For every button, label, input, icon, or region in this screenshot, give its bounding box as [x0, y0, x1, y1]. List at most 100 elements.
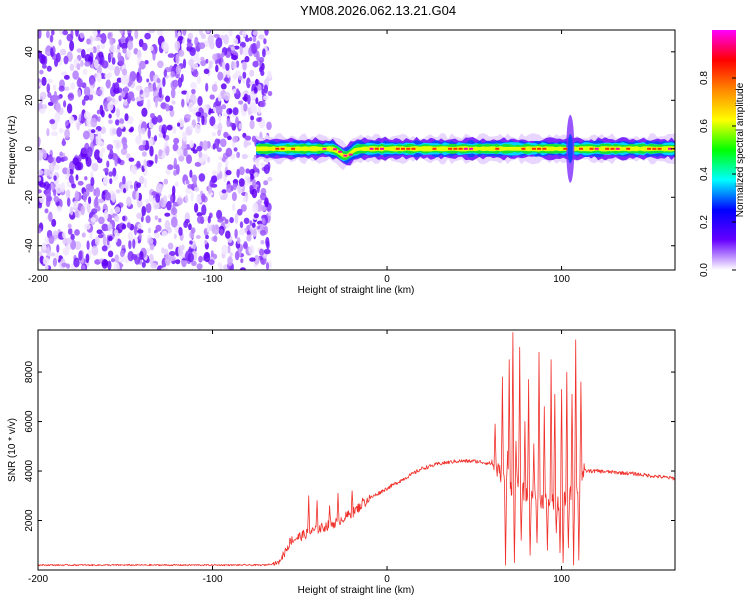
noise-speckle — [261, 88, 265, 96]
noise-speckle — [38, 227, 42, 234]
noise-speckle — [230, 185, 234, 192]
noise-speckle — [50, 131, 58, 137]
noise-speckle — [164, 254, 171, 266]
noise-speckle — [243, 90, 249, 96]
noise-speckle — [61, 262, 68, 268]
noise-speckle — [88, 75, 95, 85]
noise-speckle — [72, 200, 79, 210]
spectrogram-frame — [37, 29, 676, 271]
noise-speckle — [82, 191, 87, 203]
noise-speckle — [173, 157, 177, 169]
noise-speckle — [55, 156, 62, 164]
noise-speckle — [215, 105, 223, 115]
colorbar-tick-label: 0.0 — [699, 263, 710, 277]
colorbar-tick-label: 0.6 — [699, 119, 710, 133]
noise-speckle — [99, 54, 103, 66]
noise-speckle — [162, 77, 166, 87]
noise-speckle — [236, 151, 241, 159]
noise-speckle — [244, 135, 252, 140]
noise-speckle — [145, 202, 152, 214]
noise-speckle — [142, 42, 148, 51]
noise-speckle — [86, 38, 91, 45]
noise-speckle — [63, 55, 69, 65]
noise-speckle — [108, 119, 113, 125]
noise-speckle — [178, 226, 183, 236]
snr-x-ticks: -200 -100 0 100 — [28, 330, 570, 585]
noise-speckle — [133, 225, 138, 236]
noise-speckle — [145, 215, 151, 224]
noise-speckle — [127, 231, 134, 241]
noise-speckle — [76, 63, 81, 71]
noise-speckle — [96, 229, 103, 235]
noise-speckle — [240, 102, 244, 113]
noise-speckle — [239, 267, 246, 270]
noise-speckle — [221, 104, 227, 110]
noise-speckle — [38, 251, 43, 257]
noise-speckle — [232, 107, 239, 116]
colorbar-label: Normalized spectral amplitude — [735, 82, 746, 217]
noise-speckle — [123, 187, 127, 194]
noise-speckle — [222, 112, 228, 117]
noise-speckle — [228, 30, 233, 37]
spectrogram-y-tick-label: -20 — [24, 190, 35, 205]
noise-speckle — [114, 233, 118, 243]
noise-speckle — [44, 51, 52, 56]
noise-speckle — [46, 128, 50, 137]
noise-speckle — [42, 150, 47, 160]
noise-speckle — [187, 32, 194, 40]
noise-speckle — [48, 235, 55, 245]
noise-speckle — [107, 223, 113, 232]
noise-speckle — [197, 215, 203, 224]
noise-speckle — [178, 35, 184, 41]
noise-speckle — [38, 189, 42, 194]
noise-speckle — [38, 30, 42, 39]
noise-speckle — [74, 241, 82, 250]
noise-speckle — [211, 84, 218, 92]
noise-speckle — [67, 228, 73, 235]
noise-speckle — [83, 223, 91, 230]
noise-speckle — [211, 132, 216, 137]
noise-speckle — [209, 116, 216, 127]
noise-speckle — [206, 223, 210, 233]
noise-speckle — [252, 60, 259, 68]
noise-speckle — [263, 95, 269, 101]
noise-speckle — [84, 53, 91, 63]
noise-speckle — [170, 194, 174, 204]
noise-speckle — [234, 228, 238, 239]
noise-speckle — [143, 177, 147, 189]
noise-speckle — [160, 197, 164, 207]
noise-speckle — [94, 135, 102, 146]
noise-speckle — [164, 212, 171, 217]
noise-speckle — [165, 103, 170, 112]
noise-speckle — [177, 122, 181, 127]
noise-speckle — [47, 101, 54, 107]
noise-speckle — [108, 171, 114, 177]
noise-speckle — [154, 154, 158, 164]
noise-speckle — [114, 82, 120, 91]
noise-speckle — [235, 88, 240, 95]
noise-speckle — [52, 84, 57, 91]
noise-speckle — [62, 138, 66, 147]
noise-speckle — [115, 107, 120, 118]
noise-speckle — [59, 48, 67, 56]
noise-speckle — [39, 182, 47, 188]
noise-speckle — [97, 116, 101, 123]
noise-speckle — [56, 206, 63, 212]
noise-speckle — [109, 44, 117, 53]
snr-y-ticks: 2000 4000 6000 8000 — [24, 361, 675, 532]
noise-speckle — [91, 245, 99, 256]
noise-speckle — [180, 73, 184, 83]
noise-speckle — [257, 199, 263, 205]
noise-speckle — [263, 248, 271, 255]
noise-speckle — [148, 253, 154, 265]
noise-speckle — [101, 190, 106, 202]
noise-speckle — [259, 204, 267, 212]
noise-speckle — [96, 44, 101, 50]
noise-speckle — [53, 189, 57, 197]
noise-speckle — [225, 62, 230, 71]
noise-speckle — [126, 180, 133, 186]
noise-speckle — [223, 91, 231, 102]
noise-speckle — [263, 84, 268, 94]
noise-speckle — [207, 215, 211, 224]
noise-speckle — [72, 70, 79, 80]
